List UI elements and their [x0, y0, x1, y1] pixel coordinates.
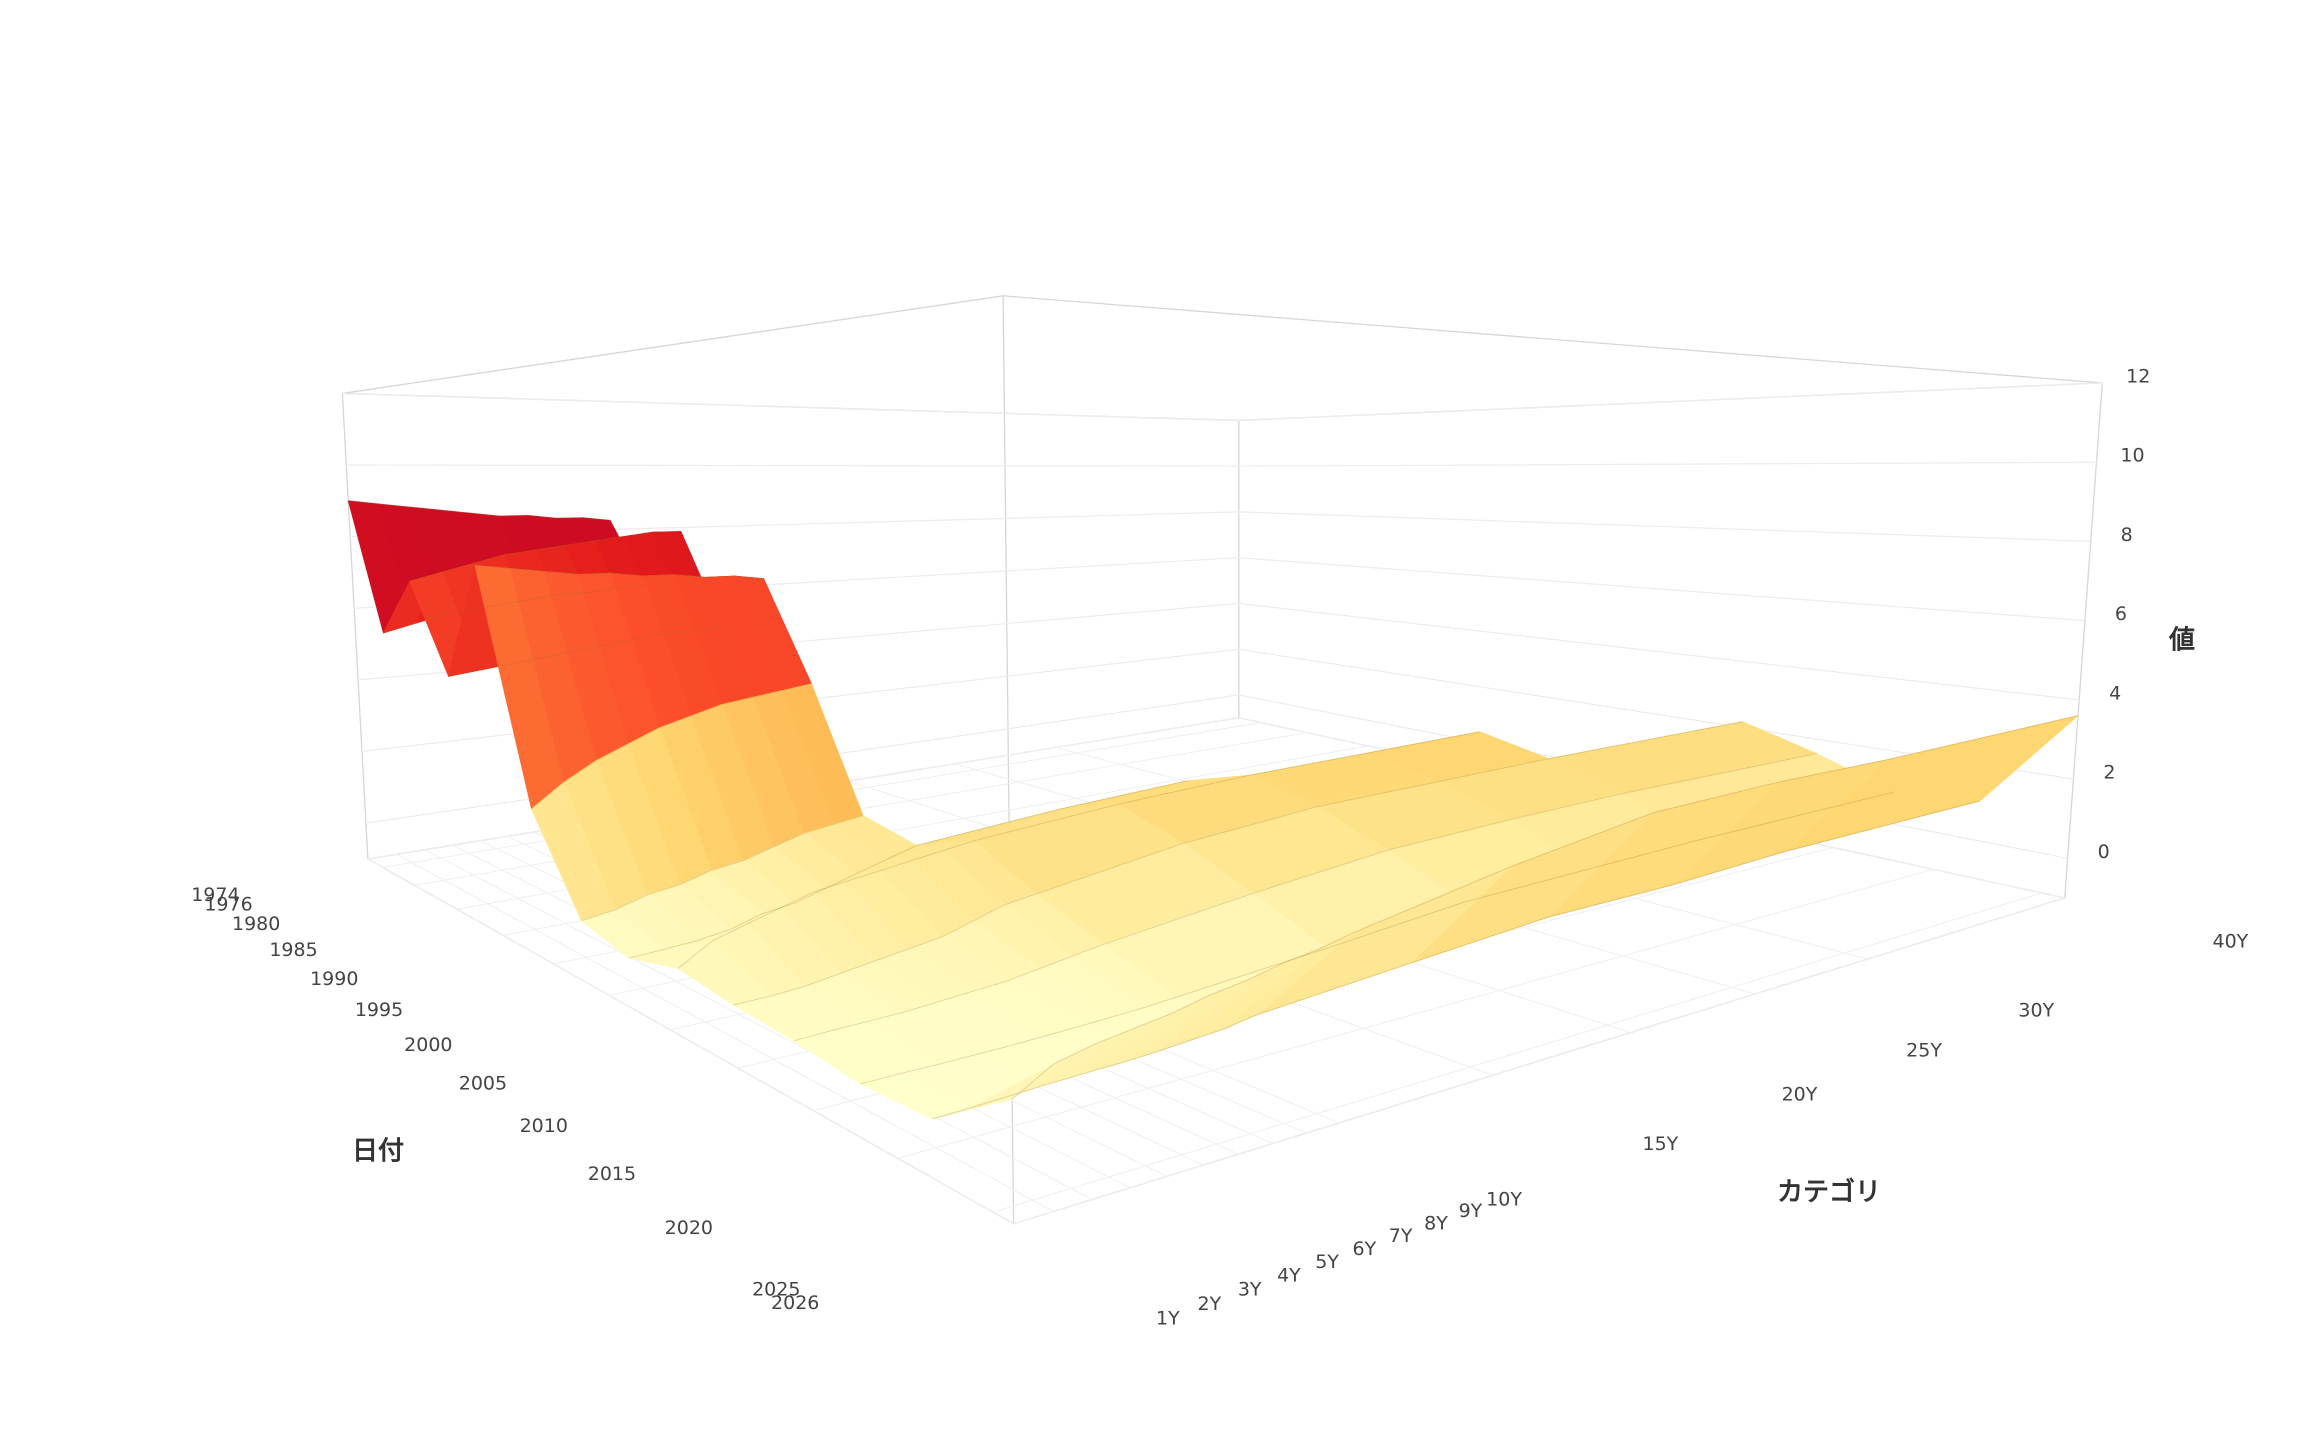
y-tick-label: 4Y: [1277, 1265, 1301, 1287]
y-tick-label: 1Y: [1156, 1308, 1180, 1330]
surface-mesh-line: [677, 731, 1480, 969]
z-tick-label: 2: [2103, 762, 2115, 784]
x-tick-label: 1974: [191, 884, 239, 906]
surface-mesh-line: [348, 500, 611, 521]
y-tick-label: 20Y: [1782, 1083, 1818, 1105]
x-tick-label: 2015: [588, 1163, 636, 1185]
grid-line: [424, 849, 1093, 1200]
z-tick-label: 10: [2120, 445, 2144, 467]
grid-line: [396, 853, 1054, 1212]
y-tick-label: 7Y: [1389, 1225, 1413, 1247]
surface-mesh-line: [932, 800, 1980, 1120]
x-tick-label: 2000: [404, 1034, 452, 1056]
grid-line: [1013, 897, 2065, 1225]
y-tick-label: 30Y: [2018, 999, 2054, 1021]
surface: [347, 500, 2079, 1120]
y-tick-label: 25Y: [1906, 1039, 1942, 1061]
z-tick-label: 6: [2115, 603, 2127, 625]
z-tick-label: 8: [2121, 524, 2133, 546]
y-tick-label: 6Y: [1353, 1238, 1377, 1260]
box-edge: [342, 295, 1004, 395]
grid-line: [992, 892, 2043, 1213]
y-tick-label: 8Y: [1424, 1212, 1448, 1234]
y-axis-title: カテゴリ: [1777, 1177, 1881, 1208]
surface-mesh-line: [793, 753, 1817, 1042]
x-tick-label: 1985: [269, 939, 317, 961]
surface-mesh-line: [733, 721, 1743, 1006]
y-tick-label: 10Y: [1486, 1188, 1522, 1210]
y-tick-label: 9Y: [1459, 1200, 1483, 1222]
y-tick-label: 40Y: [2213, 931, 2249, 953]
x-tick-label: 1995: [355, 999, 403, 1021]
box-edge: [2064, 382, 2103, 899]
x-tick-label: 2026: [771, 1292, 819, 1314]
surface-patch: [932, 1063, 1054, 1120]
z-tick-label: 0: [2098, 841, 2110, 863]
x-tick-label: 2025: [752, 1279, 800, 1301]
x-tick-label: 2005: [459, 1072, 507, 1094]
x-tick-label: 2010: [520, 1115, 568, 1137]
x-tick-label: 2020: [665, 1217, 713, 1239]
x-tick-label: 1980: [232, 913, 280, 935]
z-tick-label: 12: [2126, 365, 2150, 387]
box-edge: [341, 393, 369, 859]
grid-line: [367, 858, 1014, 1225]
grid-line: [350, 511, 2091, 542]
surface-mesh-line: [1011, 715, 2079, 1100]
z-tick-label: 4: [2109, 682, 2121, 704]
grid-line: [346, 461, 2097, 467]
y-tick-label: 3Y: [1238, 1278, 1262, 1300]
x-tick-label: 1976: [204, 893, 252, 915]
surface-mesh-line: [860, 791, 1896, 1085]
y-tick-label: 2Y: [1197, 1293, 1221, 1315]
grid-line: [342, 382, 2103, 422]
y-tick-label: 15Y: [1642, 1133, 1678, 1155]
grid-line: [897, 868, 1934, 1159]
z-axis-title: 値: [2168, 626, 2195, 656]
y-tick-label: 5Y: [1315, 1251, 1339, 1273]
box-edge: [1003, 295, 2103, 384]
x-axis-title: 日付: [352, 1137, 404, 1167]
x-tick-label: 1990: [310, 968, 358, 990]
surface-mesh-line: [409, 531, 682, 582]
surface-mesh-line: [383, 585, 646, 634]
